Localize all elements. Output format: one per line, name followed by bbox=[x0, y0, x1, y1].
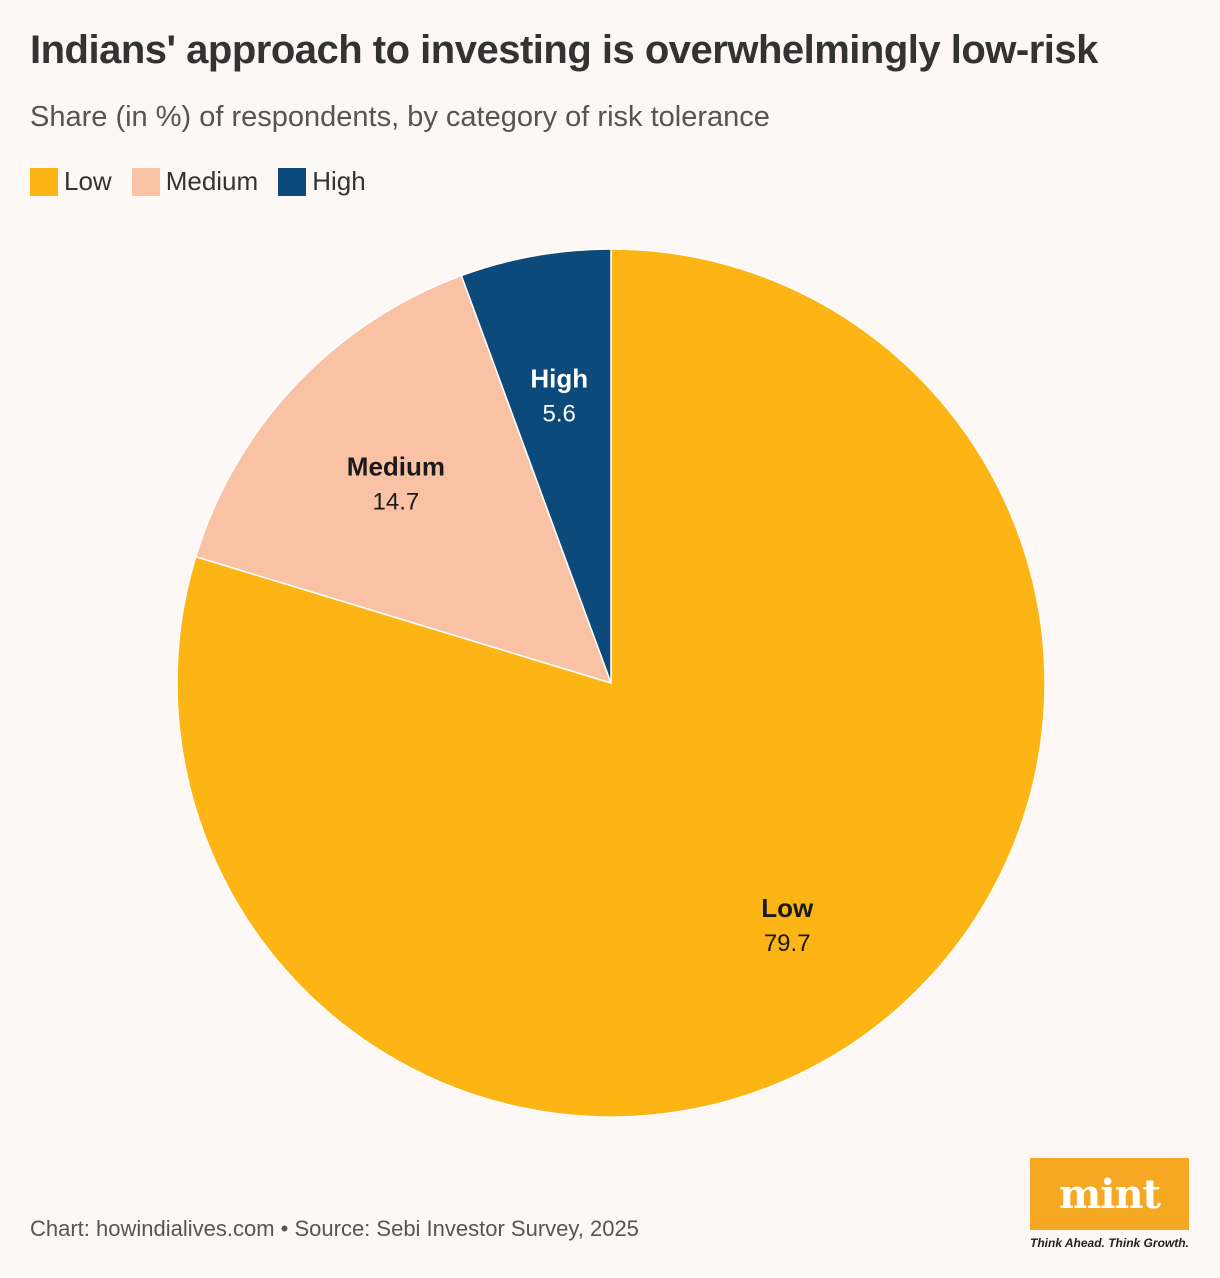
chart-subtitle: Share (in %) of respondents, by category… bbox=[30, 101, 770, 133]
slice-value-low: 79.7 bbox=[764, 930, 811, 957]
slice-label-low: Low bbox=[761, 893, 814, 923]
pie-slice-high bbox=[460, 248, 612, 684]
legend-swatch-medium bbox=[131, 167, 160, 196]
slice-label-medium: Medium bbox=[347, 452, 445, 482]
slice-label-high: High bbox=[530, 364, 588, 394]
legend-label-low: Low bbox=[64, 166, 112, 196]
legend-label-medium: Medium bbox=[165, 166, 259, 196]
legend: Low Medium High bbox=[30, 166, 366, 197]
pie-labels: Low 79.7 Medium 14.7 High 5.6 bbox=[347, 364, 814, 957]
logo-wordmark: mint bbox=[1058, 1170, 1161, 1218]
legend-label-high: High bbox=[312, 166, 366, 196]
slice-value-medium: 14.7 bbox=[373, 489, 420, 516]
legend-item-low: Low bbox=[30, 166, 112, 197]
legend-swatch-low bbox=[30, 167, 58, 196]
legend-swatch-high bbox=[278, 167, 307, 196]
chart-title: Indians' approach to investing is overwh… bbox=[30, 28, 1098, 72]
legend-item-medium: Medium bbox=[131, 166, 259, 197]
legend-item-high: High bbox=[278, 166, 366, 197]
pie-slices bbox=[176, 248, 1046, 1118]
mint-logo: mint bbox=[1030, 1158, 1189, 1230]
logo-tagline: Think Ahead. Think Growth. bbox=[1030, 1236, 1189, 1250]
slice-value-high: 5.6 bbox=[543, 401, 576, 428]
pie-slice-medium bbox=[194, 274, 613, 685]
source-note: Chart: howindialives.com • Source: Sebi … bbox=[30, 1216, 639, 1241]
